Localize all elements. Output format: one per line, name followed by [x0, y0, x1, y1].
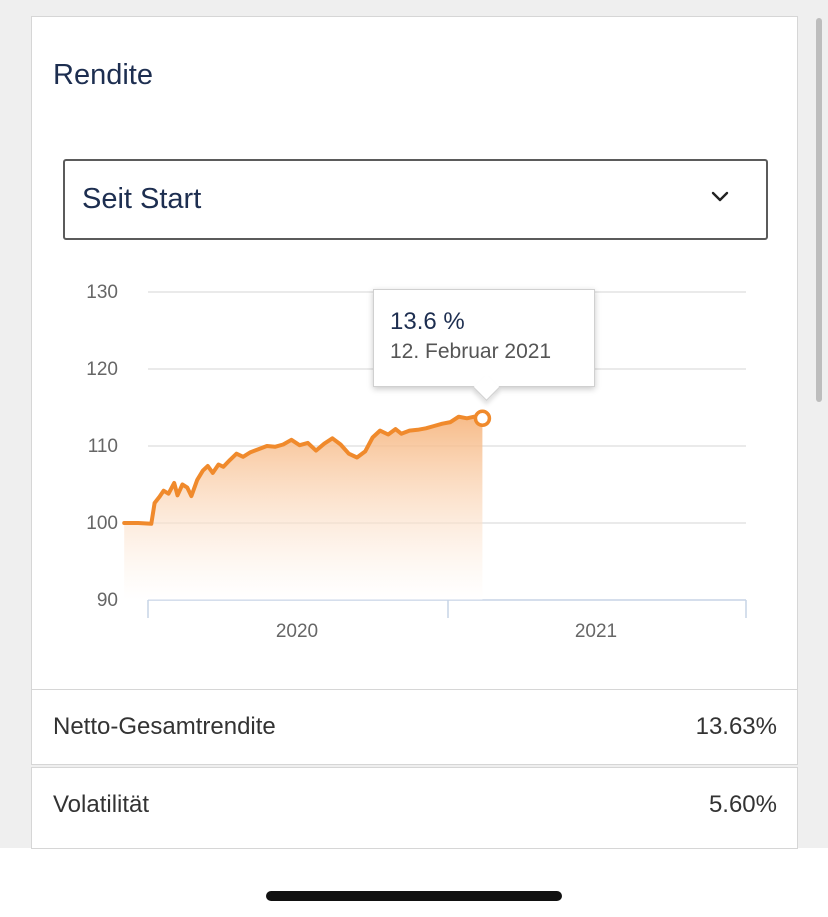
y-tick-label: 90 — [97, 590, 118, 611]
y-tick-label: 130 — [86, 282, 118, 303]
home-indicator[interactable] — [266, 891, 562, 901]
rendite-card: Rendite Seit Start 90 100 110 120 130 2020 202… — [31, 16, 798, 690]
stat-label: Netto-Gesamtrendite — [53, 713, 276, 740]
x-tick-label: 2020 — [276, 621, 318, 642]
scrollbar[interactable] — [816, 18, 822, 402]
chart-tooltip: 13.6 % 12. Februar 2021 — [373, 289, 595, 401]
tooltip-date: 12. Februar 2021 — [390, 340, 552, 363]
stat-label: Volatilität — [53, 791, 150, 818]
y-tick-label: 100 — [86, 513, 118, 534]
stat-row-volatility: Volatilität 5.60% — [31, 767, 798, 849]
y-tick-label: 120 — [86, 359, 118, 380]
period-select-value: Seit Start — [82, 183, 202, 215]
highlight-point-marker — [473, 409, 492, 428]
x-tick-label: 2021 — [575, 621, 617, 642]
stat-value: 13.63% — [695, 713, 777, 740]
stat-value: 5.60% — [708, 791, 777, 818]
series-area — [124, 416, 483, 600]
period-select[interactable]: Seit Start — [63, 159, 768, 240]
tooltip-value: 13.6 % — [390, 308, 465, 335]
stat-row-net-return: Netto-Gesamtrendite 13.63% — [31, 689, 798, 765]
card-title: Rendite — [53, 59, 153, 91]
return-chart: 90 100 110 120 130 2020 2021 — [86, 282, 747, 642]
y-tick-label: 110 — [88, 436, 118, 457]
series-line — [122, 414, 485, 526]
chevron-down-icon — [711, 191, 729, 202]
